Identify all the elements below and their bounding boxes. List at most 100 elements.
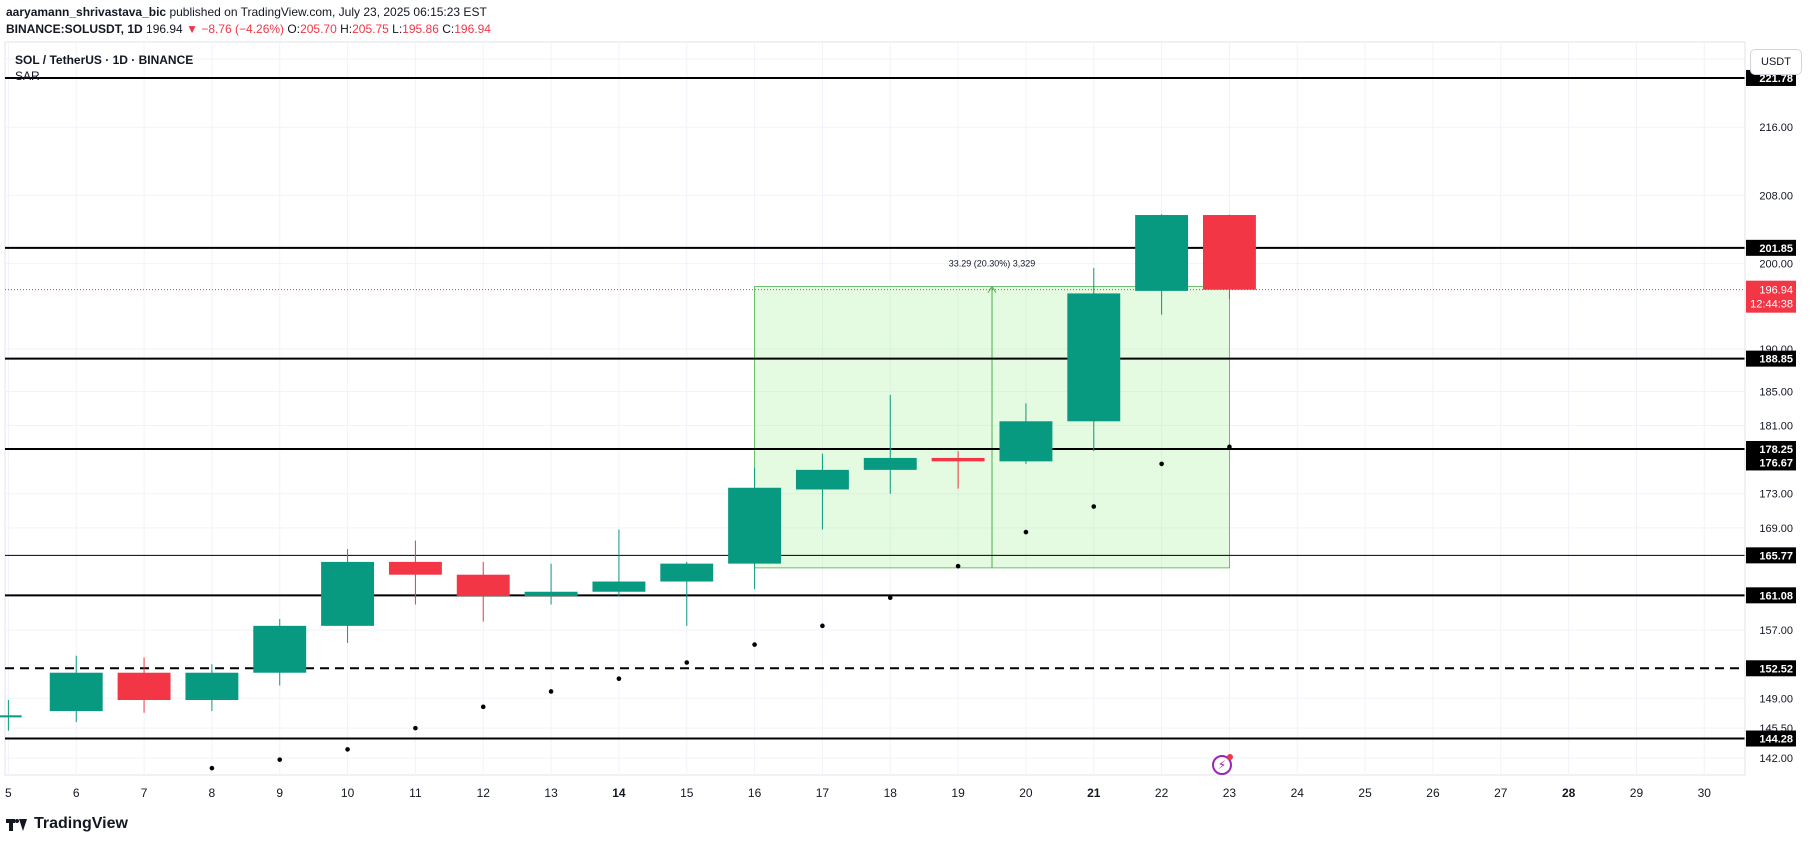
x-tick-label: 10 <box>341 786 355 800</box>
open-value: 205.70 <box>300 22 337 36</box>
candle-body <box>728 487 782 564</box>
lightning-event-icon[interactable]: ⚡ <box>1212 754 1233 775</box>
y-tick-label: 169.00 <box>1759 523 1793 535</box>
current-price-label-bg <box>1746 280 1796 313</box>
x-tick-label: 17 <box>816 786 830 800</box>
event-notification-dot <box>1227 754 1233 760</box>
price-range-arrow-icon <box>987 285 997 293</box>
y-tick-label: 185.00 <box>1759 386 1793 398</box>
candle-body <box>524 591 578 597</box>
x-tick-label: 6 <box>73 786 80 800</box>
candle-body <box>49 672 103 712</box>
candle-body <box>592 581 646 592</box>
sar-dot <box>1091 504 1097 509</box>
level-price-label-bg <box>1746 587 1796 604</box>
y-tick-label: 181.00 <box>1759 421 1793 433</box>
sar-dot <box>684 660 690 665</box>
x-tick-label: 20 <box>1019 786 1033 800</box>
y-tick-label: 157.00 <box>1759 625 1793 637</box>
level-price-label: 165.77 <box>1759 550 1793 562</box>
level-price-label-bg <box>1746 239 1796 256</box>
level-price-label: 201.85 <box>1759 243 1793 255</box>
x-tick-label: 22 <box>1155 786 1169 800</box>
candle-body <box>117 672 171 700</box>
candle-body <box>1202 215 1256 290</box>
sar-dot <box>820 623 825 629</box>
x-tick-label: 26 <box>1426 786 1440 800</box>
sar-dot <box>1227 444 1232 450</box>
x-tick-label: 19 <box>951 786 965 800</box>
candle-body <box>321 561 375 626</box>
level-price-label: 178.25 <box>1759 444 1793 456</box>
close-label: C: <box>442 22 455 36</box>
x-tick-label: 8 <box>209 786 216 800</box>
x-tick-label: 28 <box>1562 786 1576 800</box>
level-price-label-bg <box>1746 454 1796 471</box>
level-price-label-bg <box>1746 350 1796 367</box>
sar-dot <box>480 704 486 710</box>
sar-dot <box>209 765 215 771</box>
candle-body <box>660 563 714 582</box>
level-price-label: 152.52 <box>1759 663 1793 675</box>
author-name[interactable]: aaryamann_shrivastava_bic <box>6 5 167 19</box>
sar-dot <box>955 563 961 569</box>
level-price-label-bg <box>1746 440 1796 457</box>
level-price-label: 188.85 <box>1759 354 1793 366</box>
candle-body <box>185 672 239 700</box>
level-price-label: 176.67 <box>1759 457 1793 469</box>
price-change: −8.76 (−4.26%) <box>201 22 285 36</box>
x-tick-label: 21 <box>1087 786 1101 800</box>
sar-dot <box>1023 529 1029 535</box>
y-tick-label: 216.00 <box>1759 122 1793 134</box>
indicator-label[interactable]: SAR <box>15 69 40 83</box>
down-arrow-icon: ▼ <box>186 22 198 36</box>
sar-dot <box>887 595 893 601</box>
sar-dot <box>752 642 757 647</box>
x-tick-label: 29 <box>1630 786 1644 800</box>
x-tick-label: 9 <box>276 786 283 800</box>
sar-dot <box>277 757 283 762</box>
candle-body <box>253 625 307 673</box>
x-tick-label: 30 <box>1698 786 1712 800</box>
low-label: L: <box>392 22 403 36</box>
tradingview-logo-icon <box>6 817 28 831</box>
high-value: 205.75 <box>352 22 389 36</box>
tradingview-footer[interactable]: TradingView <box>6 815 128 833</box>
level-price-label-bg <box>1746 547 1796 564</box>
x-tick-label: 14 <box>612 786 626 800</box>
level-price-label: 144.28 <box>1759 734 1793 746</box>
level-price-label-bg <box>1746 660 1796 677</box>
chart-title[interactable]: SOL / TetherUS · 1D · BINANCE <box>15 53 194 67</box>
candle-body <box>795 469 849 490</box>
candle-body <box>0 715 22 718</box>
x-tick-label: 13 <box>544 786 558 800</box>
chart-legend: SOL / TetherUS · 1D · BINANCE SAR <box>15 52 193 84</box>
x-tick-label: 18 <box>884 786 898 800</box>
y-tick-label: 142.00 <box>1759 753 1793 765</box>
low-value: 195.86 <box>402 22 439 36</box>
x-tick-label: 5 <box>5 786 12 800</box>
x-tick-label: 25 <box>1358 786 1372 800</box>
price-chart[interactable]: 33.29 (20.30%) 3,329224.00216.00208.0020… <box>0 0 1819 800</box>
published-text: published on TradingView.com, July 23, 2… <box>169 5 487 19</box>
x-tick-label: 24 <box>1291 786 1305 800</box>
high-label: H: <box>340 22 353 36</box>
sar-dot <box>1159 461 1164 467</box>
candle-body <box>931 457 985 462</box>
x-tick-label: 16 <box>748 786 762 800</box>
sar-dot <box>345 747 350 752</box>
x-tick-label: 12 <box>477 786 491 800</box>
y-tick-label: 149.00 <box>1759 693 1793 705</box>
candle-body <box>456 574 510 597</box>
publish-info: aaryamann_shrivastava_bic published on T… <box>6 5 487 20</box>
candle-body <box>388 561 442 575</box>
x-tick-label: 27 <box>1494 786 1508 800</box>
close-value: 196.94 <box>454 22 491 36</box>
sar-dot <box>616 676 622 681</box>
bar-countdown-label: 12:44:38 <box>1750 299 1793 311</box>
level-price-label: 161.08 <box>1759 590 1793 602</box>
last-price: 196.94 <box>146 22 183 36</box>
sar-dot <box>548 689 554 694</box>
currency-button[interactable]: USDT <box>1750 49 1802 75</box>
symbol-label: BINANCE:SOLUSDT, 1D <box>6 22 143 36</box>
